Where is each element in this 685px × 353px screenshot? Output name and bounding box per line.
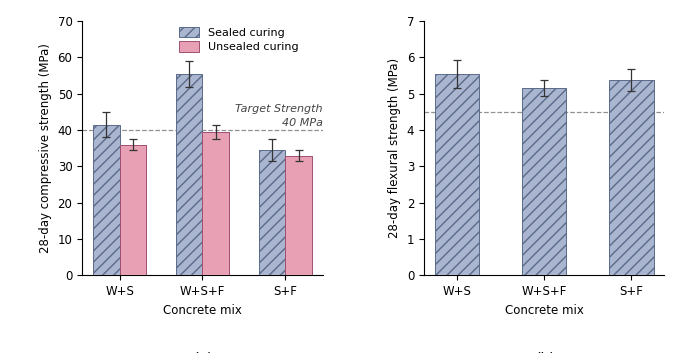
Bar — [609, 80, 653, 275]
Text: 40 MPa: 40 MPa — [282, 118, 323, 128]
Text: (a): (a) — [192, 352, 213, 353]
Bar — [522, 88, 566, 275]
Y-axis label: 28-day compressive strength (MPa): 28-day compressive strength (MPa) — [39, 43, 52, 253]
Legend: Sealed curing, Unsealed curing: Sealed curing, Unsealed curing — [179, 27, 299, 52]
Bar — [259, 150, 286, 275]
Text: 4.5 MPa: 4.5 MPa — [0, 352, 1, 353]
Bar — [120, 145, 146, 275]
Bar — [203, 132, 229, 275]
X-axis label: Concrete mix: Concrete mix — [505, 304, 584, 317]
Bar — [286, 156, 312, 275]
X-axis label: Concrete mix: Concrete mix — [163, 304, 242, 317]
Bar — [176, 74, 203, 275]
Y-axis label: 28-day flexural strength (MPa): 28-day flexural strength (MPa) — [388, 58, 401, 238]
Text: Target Strength: Target Strength — [235, 104, 323, 114]
Bar — [435, 74, 480, 275]
Text: (b): (b) — [534, 352, 555, 353]
Bar — [93, 125, 120, 275]
